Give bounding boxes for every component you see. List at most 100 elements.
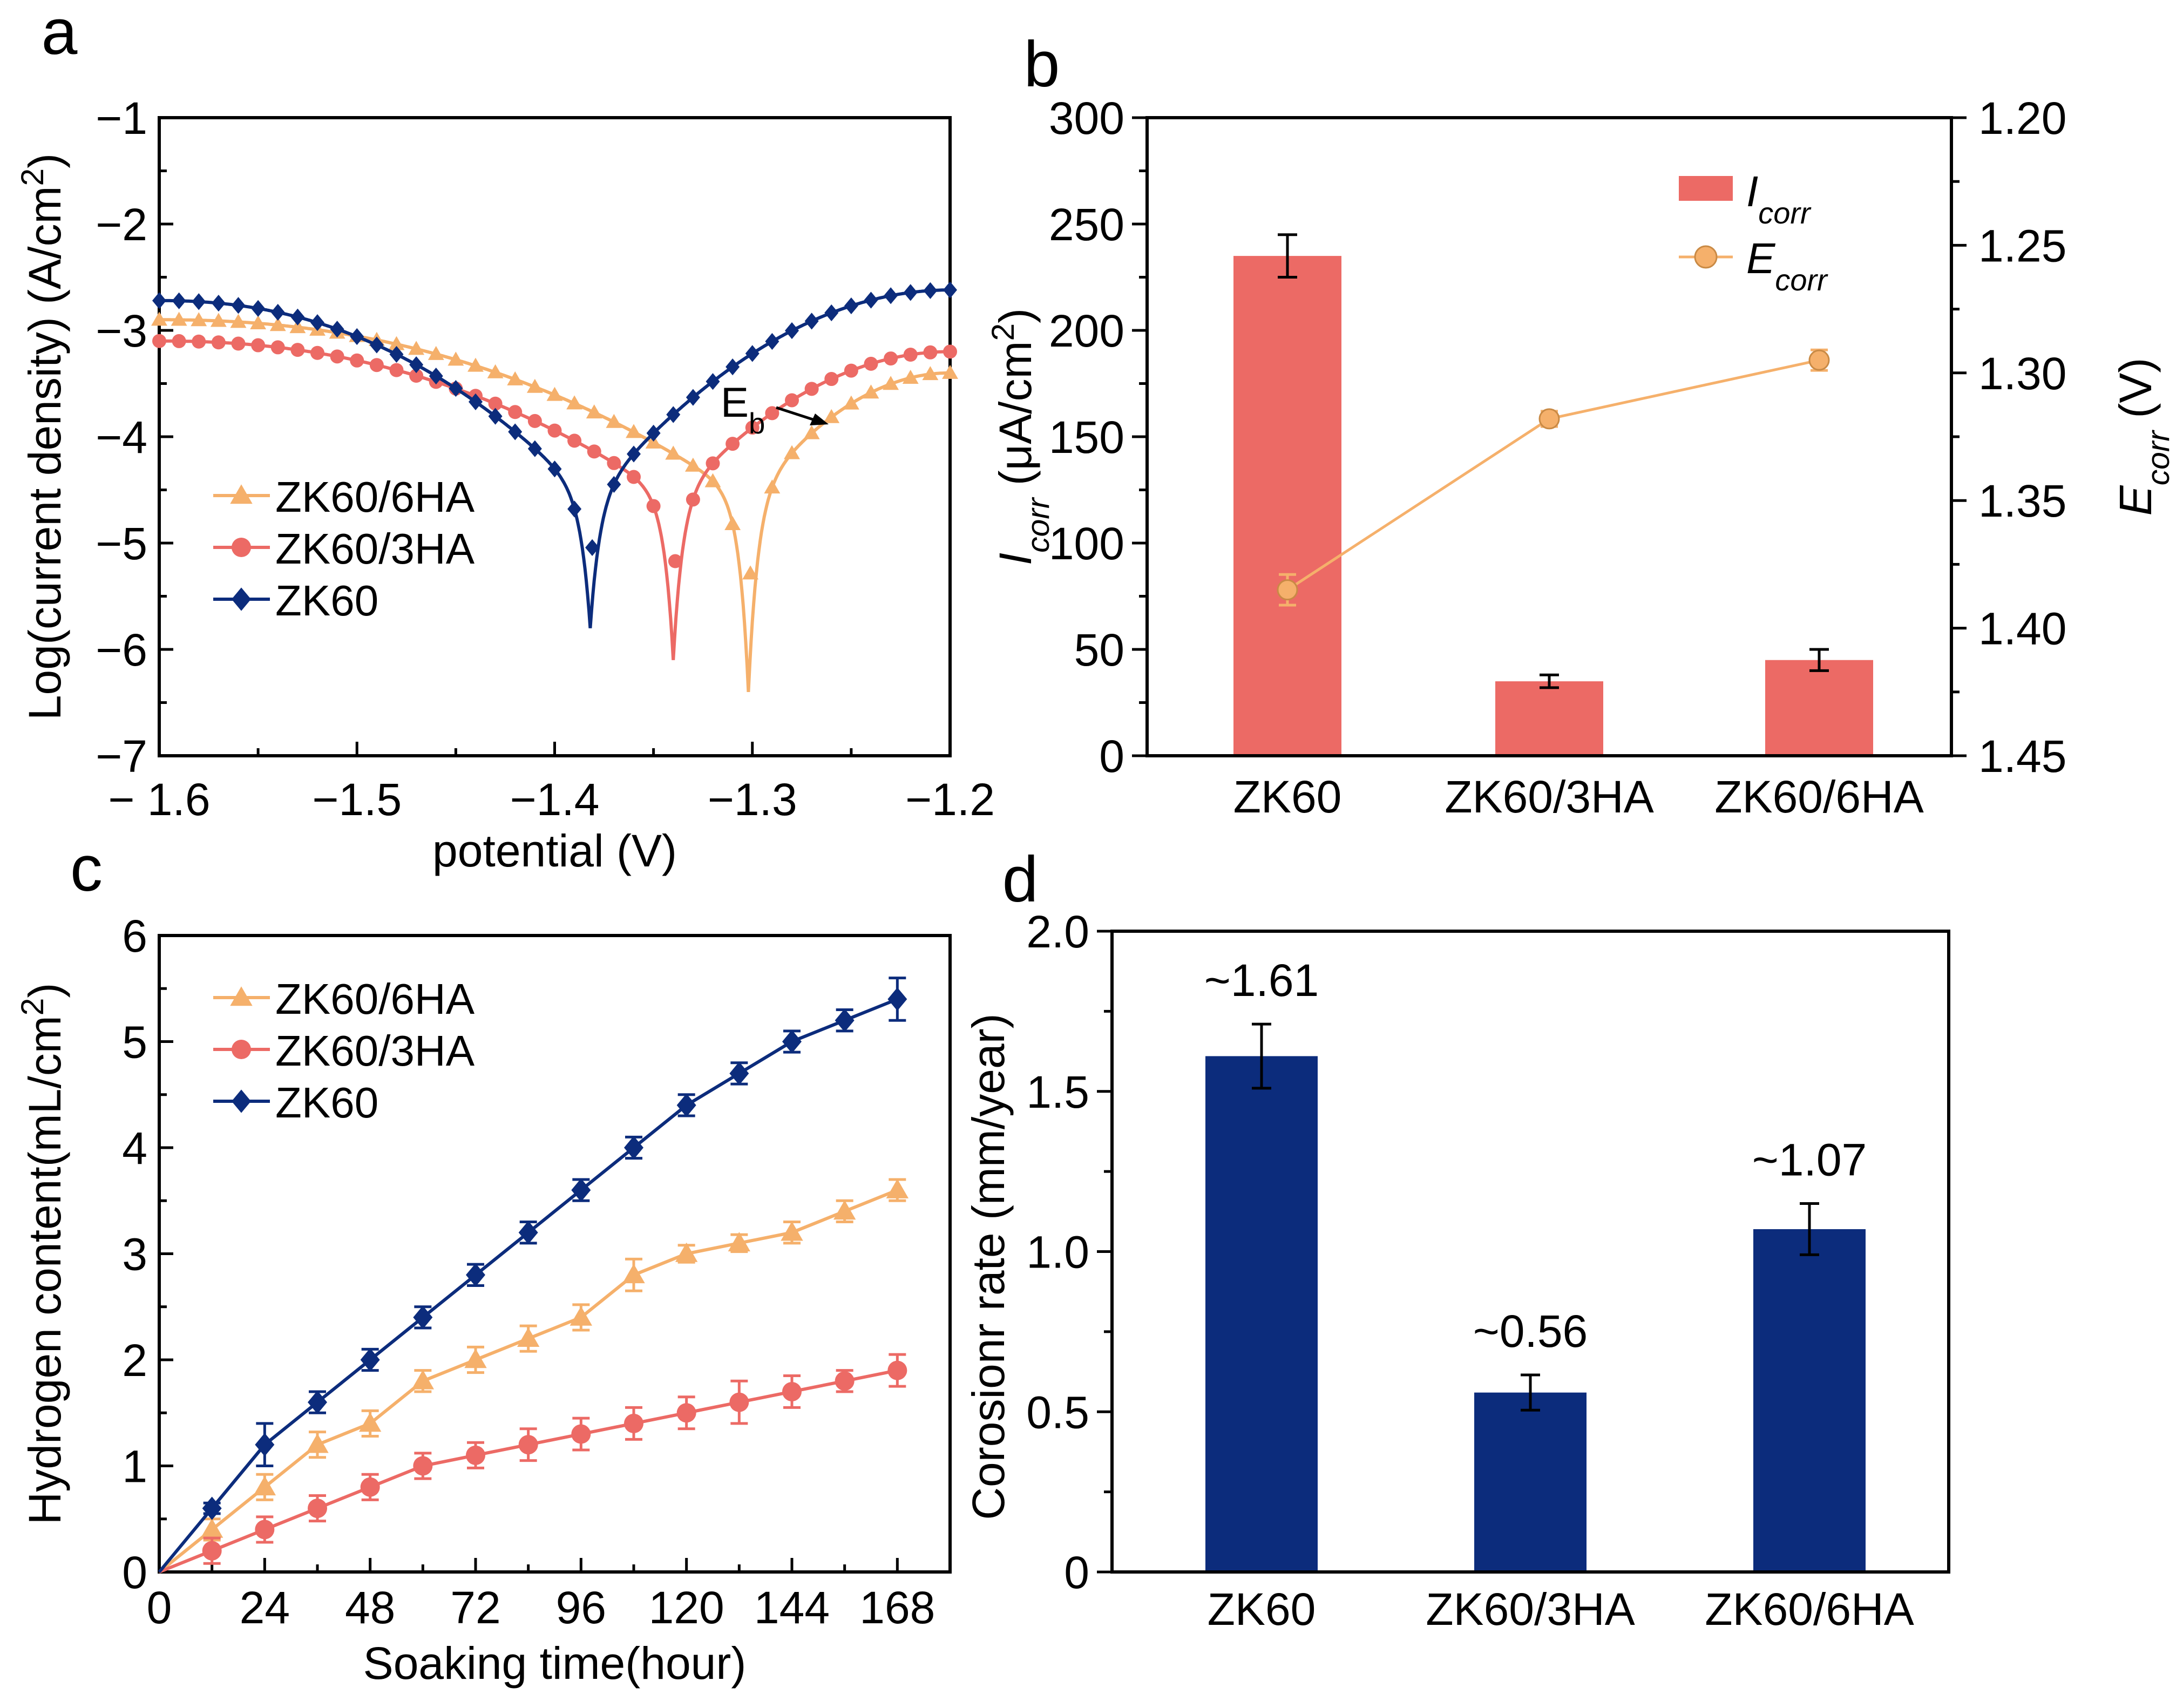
- data-marker-ZK60/3HA: [765, 406, 779, 421]
- y2-axis-title-b: Ecorr (V): [2110, 358, 2176, 516]
- data-marker-ZK60/6HA: [566, 395, 583, 410]
- legend-marker-ZK60: [232, 587, 251, 611]
- data-marker-ZK60/6HA: [210, 313, 227, 327]
- x-tick-label-c: 72: [450, 1582, 500, 1633]
- panel-label-a: a: [42, 0, 78, 68]
- data-marker-ZK60/3HA: [676, 1403, 696, 1423]
- y-tick-label-b: 150: [1049, 412, 1124, 463]
- data-marker-ecorr: [1277, 579, 1298, 601]
- data-marker-ZK60/6HA: [728, 1232, 751, 1252]
- legend-marker-ZK60/3HA: [232, 538, 251, 557]
- series-line-ZK60/6HA: [158, 1188, 898, 1574]
- y-tick-label-d: 0: [1064, 1547, 1089, 1598]
- data-marker-ZK60/6HA: [833, 1200, 856, 1220]
- bar-corrosion-ZK60: [1205, 1056, 1318, 1572]
- data-marker-ZK60/3HA: [729, 1392, 749, 1412]
- data-marker-ZK60: [211, 294, 226, 312]
- data-marker-ZK60/3HA: [587, 444, 601, 459]
- data-marker-ZK60/3HA: [202, 1541, 222, 1561]
- data-marker-ecorr: [1538, 408, 1560, 430]
- data-marker-ZK60: [567, 500, 582, 518]
- data-marker-ZK60/3HA: [923, 345, 938, 360]
- legend-label-ZK60/3HA: ZK60/3HA: [275, 525, 475, 573]
- data-marker-ZK60/6HA: [408, 341, 425, 355]
- data-marker-ecorr: [1808, 349, 1830, 371]
- data-marker-ZK60/6HA: [665, 445, 682, 460]
- data-marker-ZK60: [202, 1496, 222, 1520]
- data-marker-ZK60: [804, 313, 819, 330]
- y-tick-label-c: 5: [122, 1017, 147, 1068]
- data-marker-ZK60/6HA: [448, 351, 464, 366]
- data-marker-ZK60: [508, 423, 523, 440]
- data-marker-ZK60: [782, 1029, 802, 1054]
- data-marker-ZK60: [308, 1391, 327, 1414]
- x-tick-label-b: ZK60/6HA: [1714, 771, 1924, 822]
- data-marker-ZK60: [172, 292, 186, 309]
- y-tick-label-a: −3: [96, 306, 147, 356]
- data-marker-ZK60/3HA: [726, 437, 740, 451]
- x-tick-label-c: 24: [240, 1582, 290, 1633]
- y-tick-label-c: 4: [122, 1123, 147, 1174]
- data-marker-ZK60/3HA: [466, 1445, 485, 1465]
- legend-marker-ZK60: [232, 1089, 251, 1113]
- data-marker-ZK60/3HA: [192, 334, 206, 349]
- data-marker-ZK60/6HA: [250, 315, 267, 329]
- data-marker-ZK60/3HA: [360, 1477, 380, 1497]
- data-marker-ZK60/3HA: [646, 499, 661, 513]
- data-marker-ZK60: [646, 424, 661, 442]
- data-marker-ZK60/3HA: [571, 1424, 591, 1444]
- data-marker-ZK60/3HA: [903, 348, 918, 362]
- y-tick-label-a: −2: [96, 199, 147, 250]
- data-marker-ZK60/3HA: [706, 456, 720, 471]
- data-marker-ZK60/3HA: [369, 358, 384, 372]
- x-tick-label-a: − 1.6: [108, 774, 210, 825]
- series-line-ecorr: [1286, 358, 1820, 591]
- data-marker-ZK60/6HA: [487, 364, 504, 378]
- y2-tick-label-b: 1.30: [1978, 348, 2067, 399]
- y-tick-label-b: 0: [1099, 731, 1124, 782]
- data-marker-ZK60/6HA: [675, 1242, 698, 1262]
- data-marker-ZK60/3HA: [251, 338, 266, 353]
- x-tick-label-d: ZK60/3HA: [1426, 1584, 1635, 1635]
- data-marker-ZK60/6HA: [803, 425, 820, 439]
- data-marker-ZK60/6HA: [942, 364, 958, 379]
- data-label-corrosion: ~1.07: [1752, 1134, 1867, 1185]
- data-marker-ZK60/6HA: [546, 387, 563, 401]
- data-marker-ZK60: [255, 1433, 275, 1456]
- data-marker-ZK60/6HA: [467, 357, 484, 372]
- y2-tick-label-b: 1.40: [1978, 604, 2067, 654]
- data-marker-ZK60: [409, 356, 424, 374]
- data-marker-ZK60/3HA: [488, 396, 503, 411]
- data-marker-ZK60: [785, 322, 799, 340]
- x-axis-title-a: potential (V): [432, 825, 677, 876]
- data-marker-ZK60: [686, 389, 700, 406]
- bar-corrosion-ZK60/3HA: [1474, 1392, 1587, 1572]
- data-marker-ZK60: [624, 1136, 643, 1160]
- bar-corrosion-ZK60/6HA: [1753, 1229, 1866, 1572]
- data-marker-ZK60: [726, 358, 740, 376]
- y-tick-label-c: 0: [122, 1547, 147, 1598]
- y-tick-label-a: −6: [96, 625, 147, 675]
- legend-label-ZK60: ZK60: [275, 1079, 378, 1127]
- y-tick-label-b: 50: [1074, 625, 1124, 675]
- data-marker-ZK60: [676, 1093, 696, 1117]
- data-marker-ZK60/3HA: [413, 1456, 433, 1476]
- y-tick-label-a: −5: [96, 518, 147, 569]
- data-marker-ZK60/6HA: [586, 404, 602, 419]
- data-marker-ZK60: [903, 284, 918, 301]
- bar-icorr-ZK60: [1233, 256, 1341, 756]
- data-marker-ZK60: [290, 308, 305, 326]
- data-marker-ZK60/3HA: [785, 393, 799, 408]
- data-marker-ZK60/3HA: [255, 1520, 275, 1540]
- x-axis-title-c: Soaking time(hour): [363, 1638, 747, 1689]
- data-marker-ZK60: [270, 303, 285, 321]
- data-marker-ZK60/3HA: [627, 470, 641, 484]
- x-tick-label-c: 168: [859, 1582, 935, 1633]
- data-marker-ZK60: [449, 379, 463, 397]
- data-marker-ZK60/6HA: [606, 414, 622, 428]
- data-marker-ZK60: [310, 314, 324, 331]
- x-tick-label-c: 120: [649, 1582, 724, 1633]
- y2-tick-label-b: 1.20: [1978, 93, 2067, 144]
- y-tick-label-a: −1: [96, 93, 147, 144]
